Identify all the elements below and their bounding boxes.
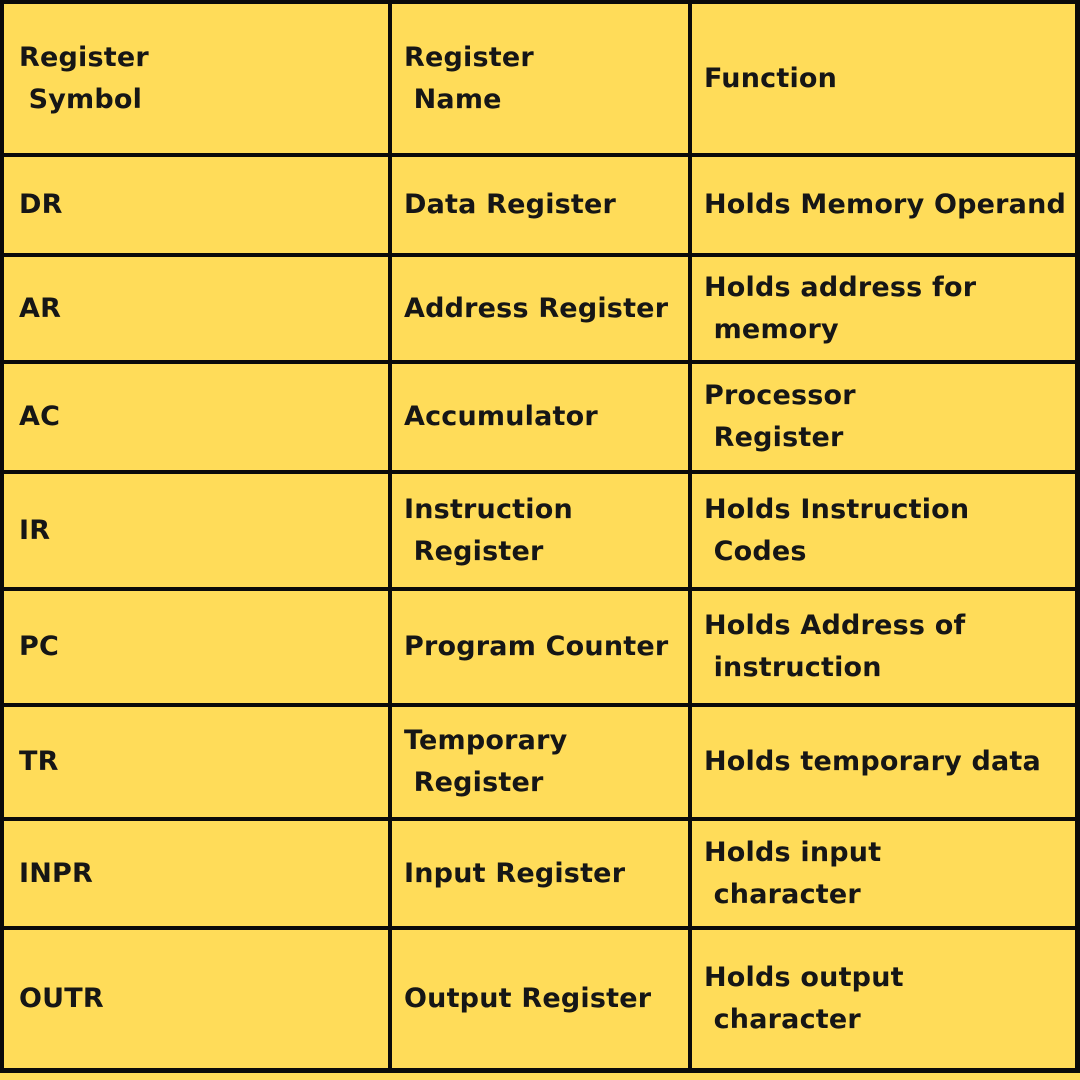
cell-name-ar: Address Register bbox=[392, 257, 688, 360]
cell-name-ac: Accumulator bbox=[392, 364, 688, 470]
cell-name-pc: Program Counter bbox=[392, 591, 688, 703]
cell-symbol-pc: PC bbox=[4, 591, 388, 703]
header-register-name: Register Name bbox=[392, 4, 688, 153]
cell-symbol-dr: DR bbox=[4, 157, 388, 253]
cell-symbol-ar: AR bbox=[4, 257, 388, 360]
cell-function-tr: Holds temporary data bbox=[692, 707, 1075, 817]
cell-symbol-ac: AC bbox=[4, 364, 388, 470]
cell-function-ar: Holds address for memory bbox=[692, 257, 1075, 360]
cell-symbol-inpr: INPR bbox=[4, 821, 388, 926]
cell-function-ir: Holds Instruction Codes bbox=[692, 474, 1075, 587]
header-function: Function bbox=[692, 4, 1075, 153]
cell-name-dr: Data Register bbox=[392, 157, 688, 253]
cell-symbol-tr: TR bbox=[4, 707, 388, 817]
cell-function-outr: Holds output character bbox=[692, 930, 1075, 1068]
cell-name-ir: Instruction Register bbox=[392, 474, 688, 587]
cell-function-pc: Holds Address of instruction bbox=[692, 591, 1075, 703]
cell-function-inpr: Holds input character bbox=[692, 821, 1075, 926]
cell-name-tr: Temporary Register bbox=[392, 707, 688, 817]
cell-symbol-outr: OUTR bbox=[4, 930, 388, 1068]
cell-function-ac: Processor Register bbox=[692, 364, 1075, 470]
cell-name-outr: Output Register bbox=[392, 930, 688, 1068]
cell-symbol-ir: IR bbox=[4, 474, 388, 587]
cell-name-inpr: Input Register bbox=[392, 821, 688, 926]
header-register-symbol: Register Symbol bbox=[4, 4, 388, 153]
cell-function-dr: Holds Memory Operand bbox=[692, 157, 1075, 253]
